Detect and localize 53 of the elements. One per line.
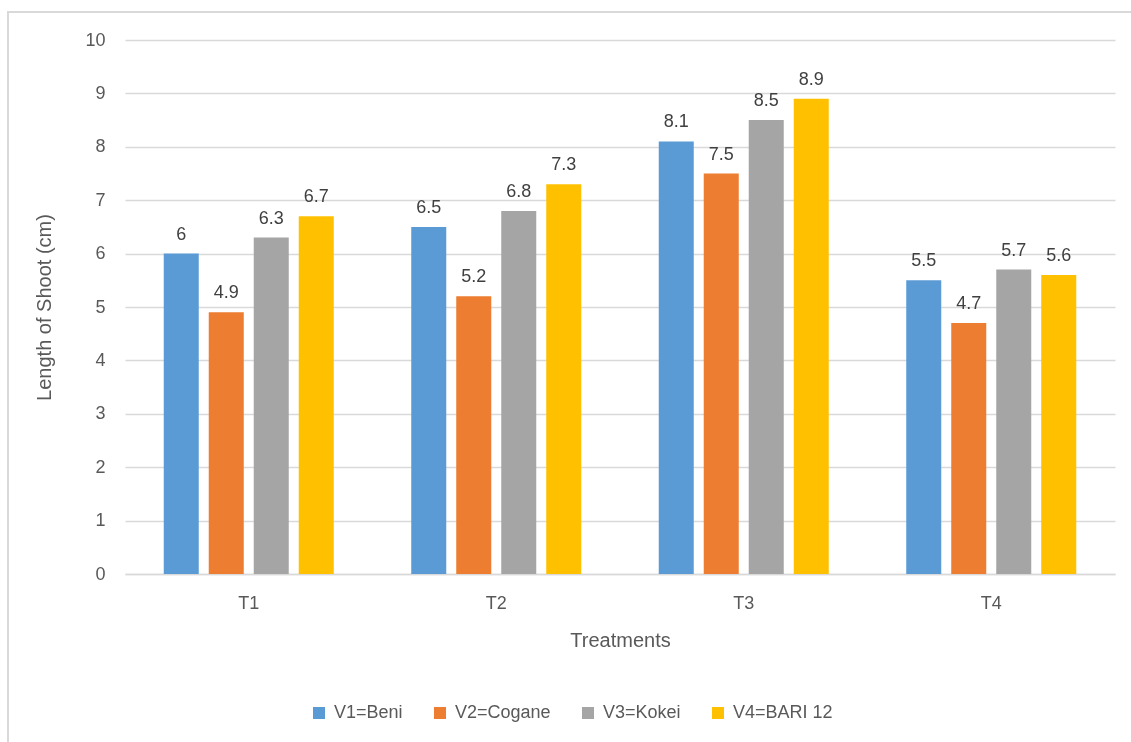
data-label: 7.5 xyxy=(708,143,734,164)
data-label: 5.5 xyxy=(911,250,937,271)
bar xyxy=(906,280,942,574)
data-label: 6.7 xyxy=(303,186,329,207)
bar xyxy=(208,312,244,574)
data-label: 6 xyxy=(176,223,187,244)
y-tick-label: 0 xyxy=(95,563,106,584)
data-label: 5.6 xyxy=(1046,244,1072,265)
data-label: 5.2 xyxy=(461,266,487,287)
y-tick-label: 1 xyxy=(95,510,106,531)
x-tick-label: T2 xyxy=(485,592,507,613)
y-tick-label: 7 xyxy=(95,189,106,210)
data-label: 6.5 xyxy=(416,196,442,217)
data-label: 5.7 xyxy=(1001,239,1027,260)
bar xyxy=(951,323,987,574)
x-tick-label: T1 xyxy=(238,592,260,613)
bar xyxy=(501,210,537,574)
y-tick-label: 4 xyxy=(95,349,106,370)
bar xyxy=(456,296,492,574)
data-label: 6.3 xyxy=(258,207,284,228)
y-tick-label: 10 xyxy=(85,29,106,50)
bar xyxy=(748,120,784,574)
y-tick-label: 8 xyxy=(95,136,106,157)
bar xyxy=(658,141,694,574)
y-tick-label: 2 xyxy=(95,456,106,477)
x-tick-label: T3 xyxy=(733,592,755,613)
y-axis-title: Length of Shoot (cm) xyxy=(33,214,56,401)
bar xyxy=(253,237,289,574)
data-label: 8.1 xyxy=(663,111,689,132)
x-axis-title: Treatments xyxy=(570,628,671,651)
y-tick-label: 3 xyxy=(95,403,106,424)
bar xyxy=(703,173,739,574)
bar xyxy=(793,98,829,574)
legend-label: V1=Beni xyxy=(334,702,403,722)
y-tick-label: 6 xyxy=(95,243,106,264)
data-label: 8.5 xyxy=(753,90,779,111)
data-label: 4.9 xyxy=(213,282,239,303)
legend-label: V2=Cogane xyxy=(455,702,551,722)
x-tick-label: T4 xyxy=(980,592,1002,613)
y-tick-label: 5 xyxy=(95,296,106,317)
bar xyxy=(163,253,199,574)
legend-label: V3=Kokei xyxy=(603,702,681,722)
bar xyxy=(546,184,582,574)
bar xyxy=(1041,274,1077,574)
bar xyxy=(996,269,1032,574)
data-label: 7.3 xyxy=(551,154,577,175)
bar xyxy=(298,216,334,574)
legend-label: V4=BARI 12 xyxy=(733,702,833,722)
data-label: 6.8 xyxy=(506,180,532,201)
data-label: 4.7 xyxy=(956,293,982,314)
data-label: 8.9 xyxy=(798,68,824,89)
bar xyxy=(411,226,447,574)
y-tick-label: 9 xyxy=(95,82,106,103)
